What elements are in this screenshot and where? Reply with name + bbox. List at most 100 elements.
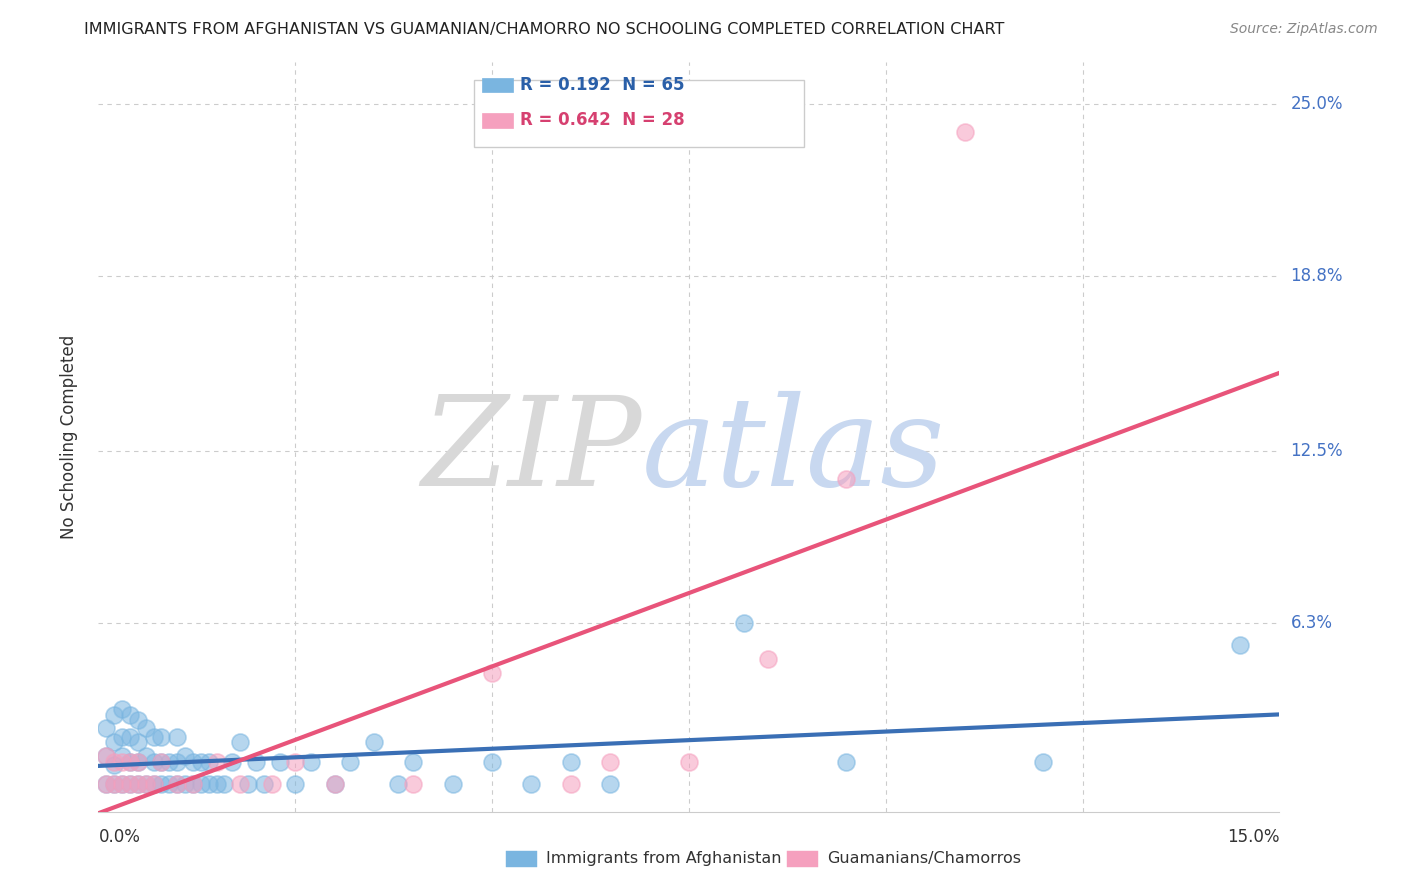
Point [284,755,307,769]
Point [96,777,118,791]
Point [756,652,779,666]
Point [127,755,149,769]
Point [229,735,252,749]
Point [197,777,219,791]
Point [135,777,157,791]
Y-axis label: No Schooling Completed: No Schooling Completed [59,335,77,539]
Point [166,777,188,791]
Text: 15.0%: 15.0% [1227,829,1279,847]
Text: 6.3%: 6.3% [1291,614,1333,632]
Point [103,777,125,791]
Point [150,777,173,791]
Point [363,735,385,749]
Point [339,755,361,769]
Point [236,777,259,791]
Point [181,777,204,791]
Point [166,755,188,769]
Point [181,777,204,791]
Point [103,755,125,769]
Text: IMMIGRANTS FROM AFGHANISTAN VS GUAMANIAN/CHAMORRO NO SCHOOLING COMPLETED CORRELA: IMMIGRANTS FROM AFGHANISTAN VS GUAMANIAN… [84,22,1005,37]
Point [103,757,125,772]
Text: ZIP: ZIP [422,392,641,513]
Point [253,777,276,791]
Point [118,755,141,769]
Point [127,735,149,749]
Point [118,755,141,769]
Point [299,755,322,769]
Point [127,713,149,727]
Point [599,755,621,769]
Point [96,749,118,764]
Point [127,755,149,769]
Point [150,755,173,769]
Point [111,755,134,769]
Text: 25.0%: 25.0% [1291,95,1343,113]
Point [205,755,228,769]
Point [96,722,118,736]
Point [1032,755,1054,769]
Point [96,777,118,791]
Point [111,777,134,791]
Point [481,755,503,769]
Point [174,777,197,791]
Point [150,755,173,769]
Point [142,755,165,769]
Point [221,755,243,769]
Point [481,665,503,680]
Point [520,777,543,791]
Text: 0.0%: 0.0% [98,829,141,847]
Point [245,755,267,769]
Point [733,615,755,630]
Point [157,777,180,791]
Point [150,730,173,744]
Point [118,777,141,791]
Point [214,777,236,791]
Point [142,777,165,791]
Point [190,755,212,769]
Point [103,777,125,791]
Point [157,755,180,769]
Point [197,755,219,769]
Point [953,125,976,139]
Point [111,749,134,764]
Point [402,755,425,769]
Point [323,777,346,791]
Point [142,777,165,791]
Point [111,777,134,791]
Text: 12.5%: 12.5% [1291,442,1343,460]
Point [103,707,125,722]
Point [387,777,409,791]
Point [560,777,582,791]
Point [118,730,141,744]
Point [323,777,346,791]
Point [166,730,188,744]
Point [166,777,188,791]
Text: R = 0.642  N = 28: R = 0.642 N = 28 [520,112,685,129]
Text: Source: ZipAtlas.com: Source: ZipAtlas.com [1230,22,1378,37]
Point [835,755,858,769]
Point [1229,638,1251,652]
Text: atlas: atlas [641,392,945,513]
Point [118,777,141,791]
Text: R = 0.192  N = 65: R = 0.192 N = 65 [520,76,685,94]
Text: Immigrants from Afghanistan: Immigrants from Afghanistan [546,852,780,866]
Point [560,755,582,769]
Point [678,755,700,769]
Point [181,755,204,769]
Point [135,722,157,736]
Point [835,472,858,486]
Point [127,777,149,791]
Point [284,777,307,791]
Point [190,777,212,791]
Point [441,777,464,791]
Text: Guamanians/Chamorros: Guamanians/Chamorros [827,852,1021,866]
Point [260,777,283,791]
Point [174,749,197,764]
Point [269,755,291,769]
Text: 18.8%: 18.8% [1291,267,1343,285]
Point [111,702,134,716]
Point [135,749,157,764]
Point [599,777,621,791]
Point [118,707,141,722]
Point [135,777,157,791]
